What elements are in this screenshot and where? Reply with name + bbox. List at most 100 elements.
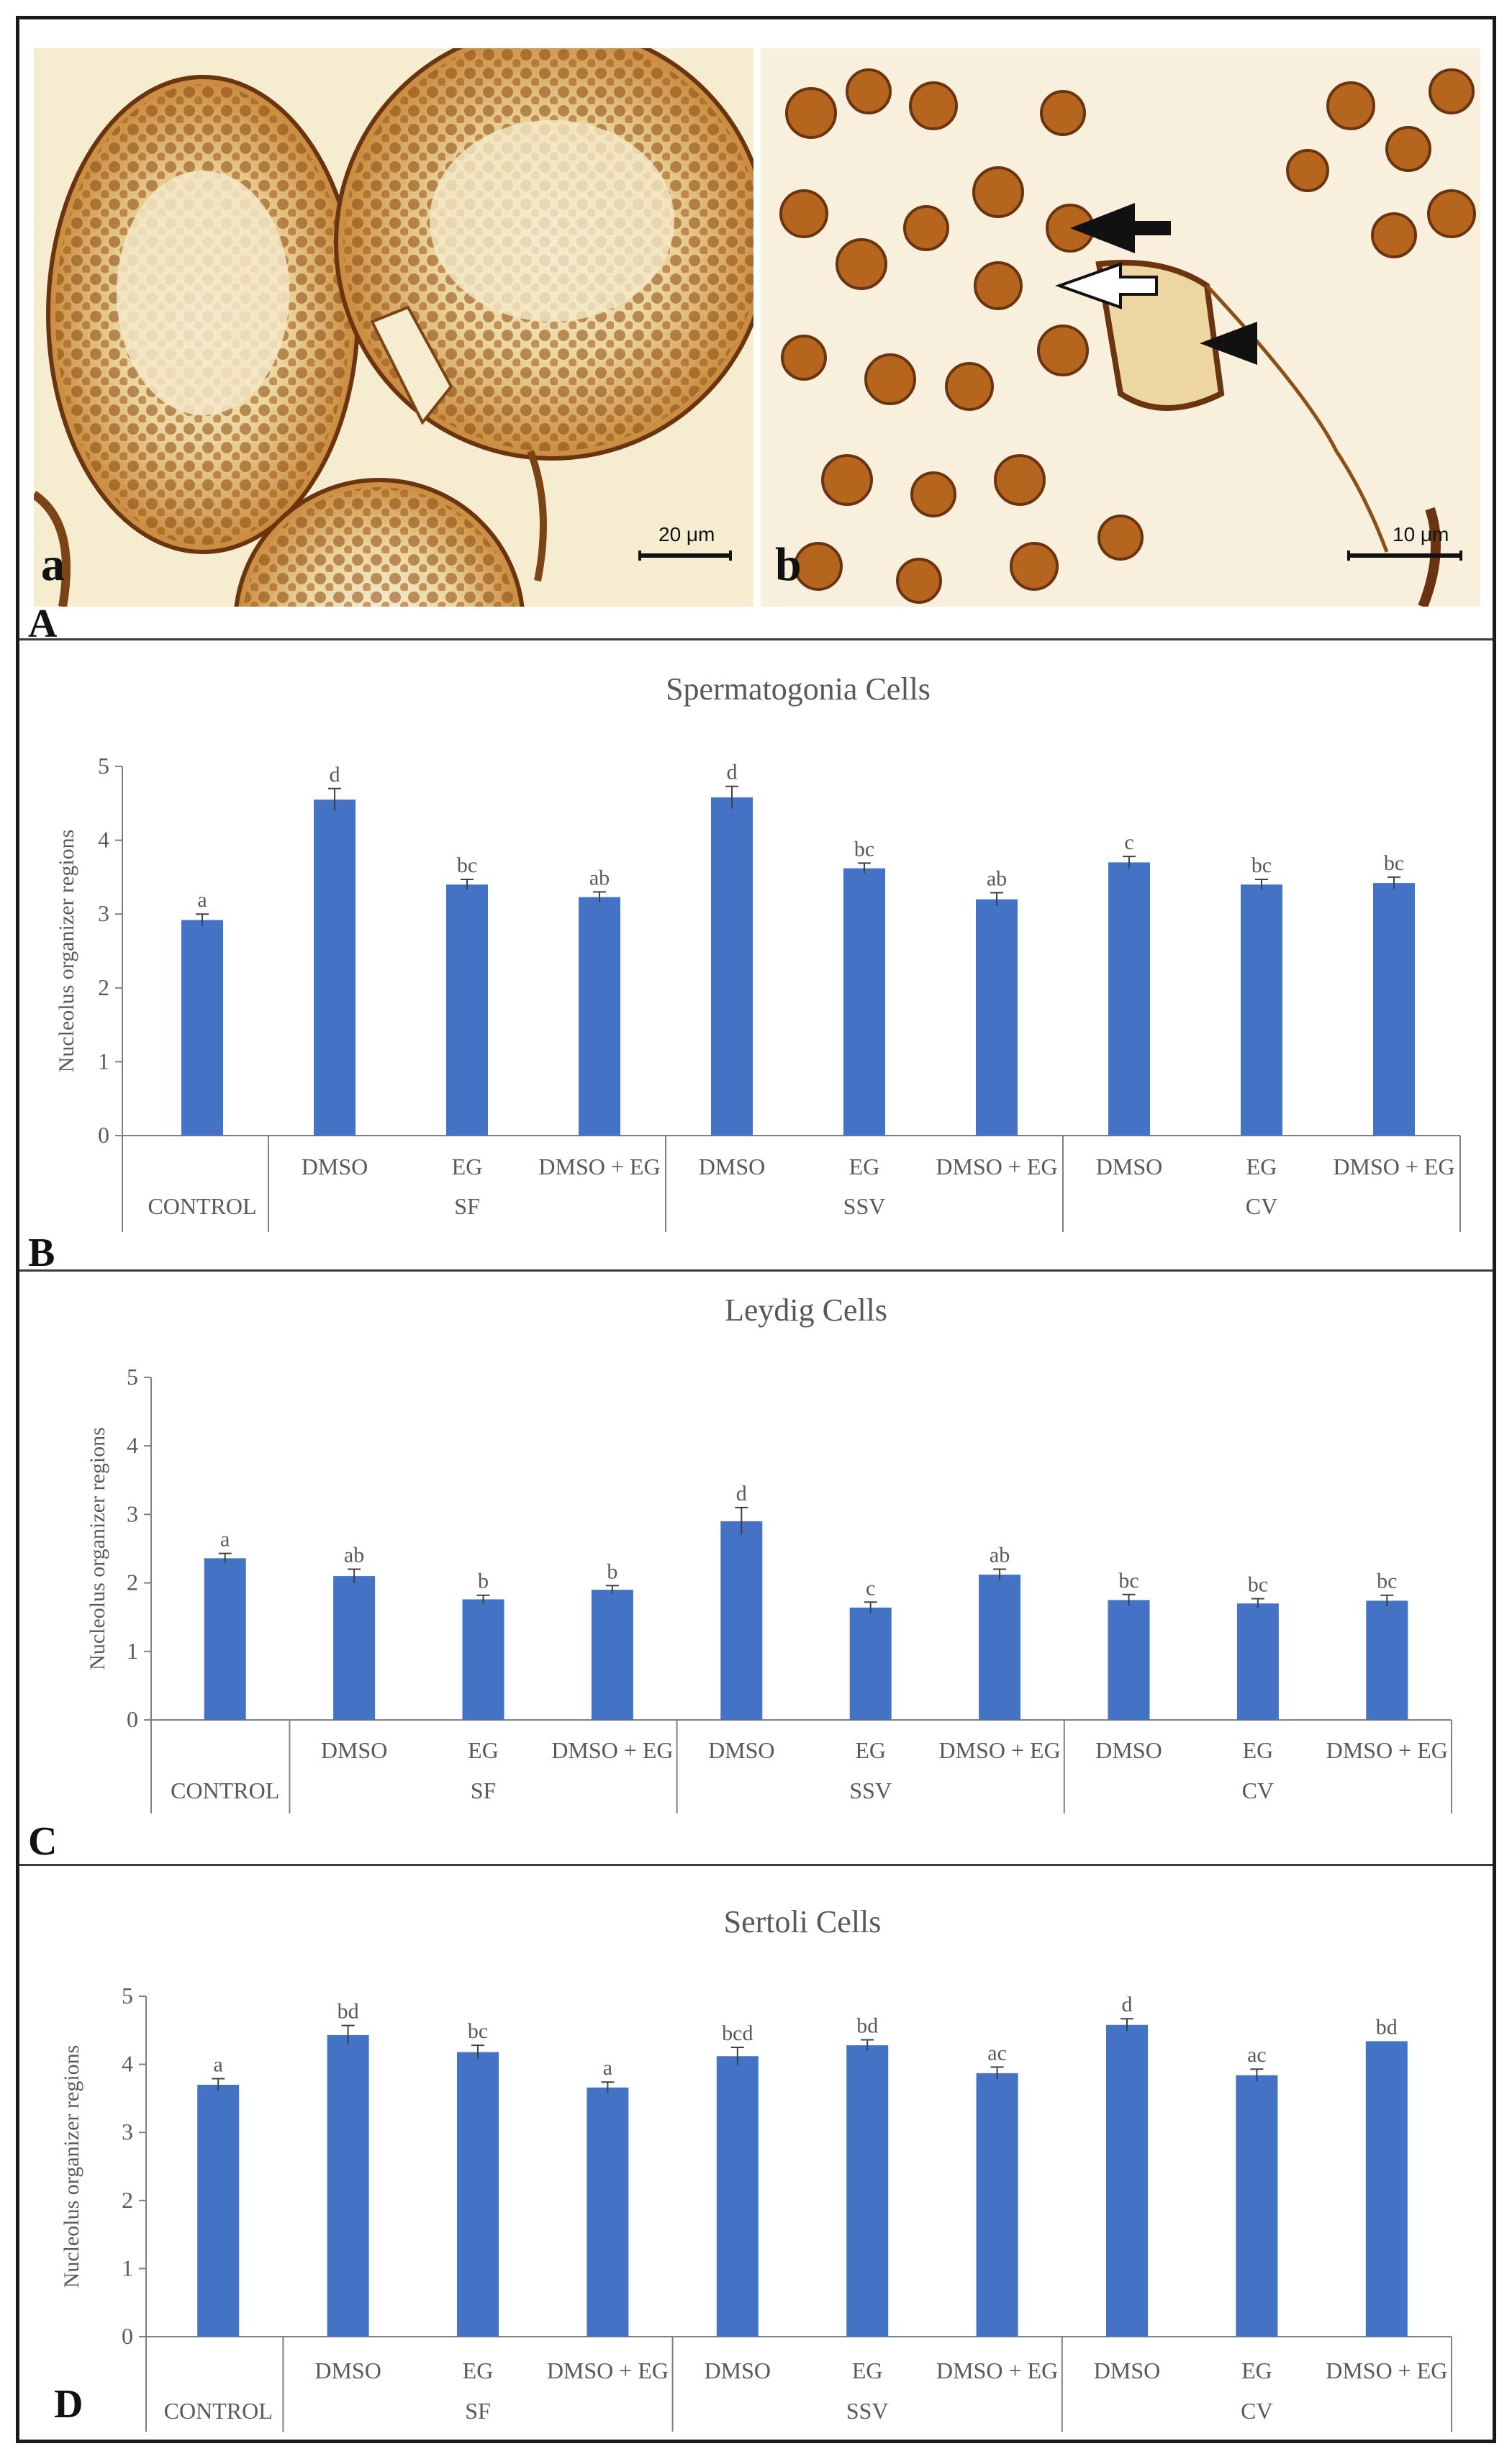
x-category-label: DMSO + EG bbox=[936, 1154, 1057, 1179]
y-tick-label: 2 bbox=[122, 2187, 133, 2213]
scalebar-b bbox=[1347, 551, 1462, 561]
group-label: SSV bbox=[846, 2398, 889, 2424]
x-category-label: DMSO bbox=[708, 1737, 774, 1763]
significance-letter: ab bbox=[589, 866, 610, 889]
x-category-label: DMSO bbox=[302, 1154, 368, 1179]
significance-letter: b bbox=[478, 1570, 489, 1593]
panel-letter-c: C bbox=[28, 1819, 58, 1864]
significance-letter: a bbox=[603, 2056, 612, 2080]
y-tick-label: 2 bbox=[127, 1570, 138, 1595]
x-category-label: DMSO bbox=[1096, 1154, 1162, 1179]
x-category-label: EG bbox=[1246, 1154, 1277, 1179]
significance-letter: a bbox=[220, 1528, 230, 1552]
bar bbox=[849, 1607, 892, 1720]
x-category-label: DMSO bbox=[705, 2358, 771, 2383]
divider-a-b bbox=[19, 638, 1493, 640]
y-tick-label: 1 bbox=[127, 1638, 138, 1664]
bar bbox=[979, 1575, 1021, 1720]
bar bbox=[1236, 2075, 1278, 2337]
chart-sertoli: Sertoli Cells Nucleolus organizer regions… bbox=[60, 1904, 1452, 2432]
group-label: CV bbox=[1241, 2398, 1272, 2424]
x-category-label: EG bbox=[1243, 1737, 1274, 1763]
bar bbox=[181, 920, 223, 1136]
bar bbox=[446, 884, 488, 1136]
x-category-label: DMSO bbox=[699, 1154, 765, 1179]
y-tick-label: 4 bbox=[127, 1432, 138, 1458]
bar bbox=[720, 1521, 763, 1720]
scalebar-b-label: 10 μm bbox=[1393, 523, 1449, 545]
bar bbox=[314, 800, 356, 1136]
significance-letter: bd bbox=[338, 2000, 359, 2024]
white-arrow-icon bbox=[1054, 262, 1158, 309]
x-category-label: DMSO + EG bbox=[551, 1737, 673, 1763]
x-category-label: DMSO + EG bbox=[1326, 1737, 1448, 1763]
y-axis-label: Nucleolus organizer regions bbox=[55, 830, 78, 1073]
significance-letter: ac bbox=[987, 2041, 1007, 2065]
bar bbox=[846, 2045, 889, 2337]
significance-letter: c bbox=[866, 1576, 875, 1600]
bar bbox=[1236, 1603, 1279, 1720]
significance-letter: d bbox=[727, 761, 738, 784]
significance-letter: bc bbox=[1384, 851, 1404, 875]
significance-letter: bc bbox=[457, 853, 477, 877]
bar bbox=[1108, 1600, 1150, 1720]
divider-b-c bbox=[19, 1269, 1493, 1272]
group-label: SF bbox=[465, 2398, 491, 2424]
x-category-label: DMSO + EG bbox=[538, 1154, 660, 1179]
x-category-label: EG bbox=[468, 1737, 499, 1763]
chart-spermatogonia: Spermatogonia Cells Nucleolus organizer r… bbox=[55, 671, 1461, 1232]
significance-letter: c bbox=[1124, 830, 1133, 854]
bar bbox=[976, 2073, 1018, 2337]
bar bbox=[976, 899, 1018, 1136]
x-category-label: DMSO bbox=[321, 1737, 387, 1763]
significance-letter: bc bbox=[854, 837, 874, 861]
y-axis-label: Nucleolus organizer regions bbox=[86, 1427, 109, 1670]
group-label: CONTROL bbox=[171, 1778, 279, 1803]
y-tick-label: 0 bbox=[98, 1122, 109, 1148]
chart-title: Spermatogonia Cells bbox=[666, 671, 931, 707]
bar bbox=[587, 2087, 629, 2337]
significance-letter: ab bbox=[987, 866, 1007, 890]
bar bbox=[327, 2034, 369, 2337]
divider-c-d bbox=[19, 1864, 1493, 1866]
bar bbox=[1241, 884, 1282, 1136]
micrograph-b-label: b bbox=[775, 538, 802, 591]
panel-letter-b: B bbox=[28, 1231, 55, 1275]
x-category-label: EG bbox=[852, 2358, 883, 2383]
x-category-label: DMSO bbox=[1094, 2358, 1160, 2383]
significance-letter: bc bbox=[468, 2019, 488, 2043]
bar bbox=[462, 1599, 504, 1720]
y-tick-label: 4 bbox=[98, 827, 109, 853]
significance-letter: d bbox=[330, 763, 340, 787]
micrograph-b: b 10 μm bbox=[761, 48, 1480, 607]
significance-letter: ab bbox=[990, 1544, 1010, 1567]
group-label: SSV bbox=[843, 1193, 886, 1219]
x-category-label: DMSO + EG bbox=[1333, 1154, 1454, 1179]
micrograph-b-image bbox=[761, 48, 1480, 607]
x-category-label: EG bbox=[849, 1154, 880, 1179]
bar bbox=[843, 868, 885, 1136]
significance-letter: bc bbox=[1251, 853, 1272, 877]
y-tick-label: 3 bbox=[98, 900, 109, 926]
group-label: SF bbox=[454, 1193, 480, 1219]
y-tick-label: 2 bbox=[98, 974, 109, 1000]
chart-title: Leydig Cells bbox=[725, 1292, 887, 1328]
x-category-label: DMSO + EG bbox=[547, 2358, 669, 2383]
bar bbox=[333, 1576, 376, 1720]
group-label: SSV bbox=[849, 1778, 892, 1803]
bar bbox=[1106, 2024, 1148, 2337]
significance-letter: bc bbox=[1248, 1572, 1268, 1596]
bar bbox=[197, 2084, 240, 2337]
bar bbox=[204, 1558, 246, 1720]
significance-letter: b bbox=[607, 1559, 617, 1583]
black-arrow-icon bbox=[1070, 203, 1171, 253]
chart-title: Sertoli Cells bbox=[724, 1904, 882, 1939]
scalebar-a-label: 20 μm bbox=[658, 523, 715, 545]
x-category-label: DMSO + EG bbox=[936, 2358, 1058, 2383]
y-tick-label: 1 bbox=[122, 2255, 133, 2281]
group-label: CONTROL bbox=[148, 1193, 256, 1219]
x-category-label: DMSO + EG bbox=[939, 1737, 1061, 1763]
significance-letter: bc bbox=[1118, 1569, 1138, 1593]
x-category-label: DMSO bbox=[314, 2358, 381, 2383]
group-label: SF bbox=[471, 1778, 497, 1803]
